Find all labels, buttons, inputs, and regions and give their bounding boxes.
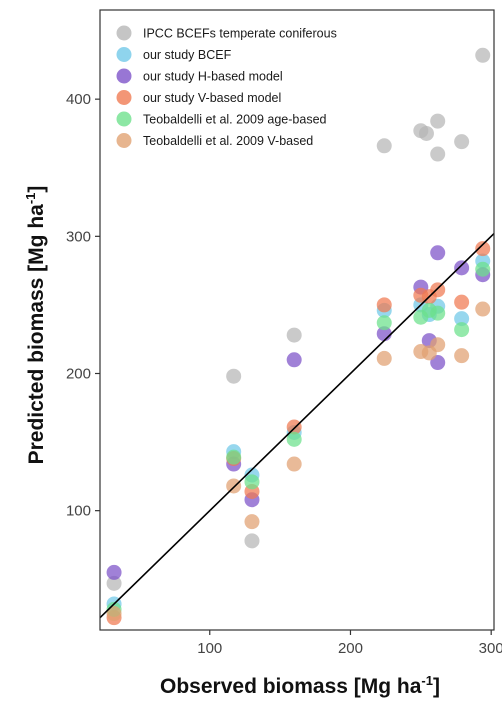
- data-point-series-0: [226, 368, 242, 384]
- x-tick-label: 300: [479, 640, 502, 657]
- data-point-series-5: [454, 348, 470, 364]
- data-point-series-2: [430, 245, 446, 261]
- legend-swatch: [116, 25, 132, 41]
- y-axis-title: Predicted biomass [Mg ha-1]: [23, 186, 48, 465]
- data-points: [106, 47, 491, 626]
- y-axis-unit-superscript: -1: [23, 193, 38, 205]
- data-point-series-4: [475, 261, 491, 277]
- data-point-series-4: [454, 322, 470, 338]
- data-point-series-5: [244, 514, 260, 530]
- data-point-series-3: [475, 241, 491, 257]
- x-tick-label: 100: [197, 640, 222, 657]
- y-tick-label: 300: [66, 228, 91, 245]
- legend-label: Teobaldelli et al. 2009 age-based: [143, 113, 327, 127]
- data-point-series-3: [376, 297, 392, 313]
- y-tick-label: 200: [66, 365, 91, 382]
- data-point-series-0: [106, 575, 122, 591]
- legend-swatch: [116, 47, 132, 62]
- legend-label: our study H-based model: [143, 70, 283, 84]
- data-point-series-4: [376, 315, 392, 331]
- y-axis-unit-close: ]: [25, 186, 48, 193]
- data-point-series-4: [226, 449, 242, 465]
- x-tick-label: 200: [338, 640, 363, 657]
- data-point-series-1: [454, 311, 470, 327]
- one-to-one-line: [99, 233, 495, 619]
- legend-label: IPCC BCEFs temperate coniferous: [143, 27, 337, 41]
- data-point-series-4: [430, 305, 446, 321]
- data-point-series-5: [106, 606, 122, 622]
- data-point-series-5: [376, 350, 392, 366]
- data-point-series-0: [244, 533, 260, 549]
- legend-swatch: [116, 133, 132, 148]
- data-point-series-0: [475, 47, 491, 63]
- data-point-series-0: [430, 146, 446, 162]
- x-axis-title: Observed biomass [Mg ha-1]: [160, 673, 440, 698]
- data-point-series-3: [286, 419, 302, 435]
- data-point-series-2: [286, 352, 302, 368]
- y-tick-label: 400: [66, 91, 91, 108]
- data-point-series-0: [376, 138, 392, 154]
- legend-label: our study V-based model: [143, 91, 281, 105]
- x-axis-unit-close: ]: [433, 675, 440, 698]
- data-point-series-4: [244, 474, 260, 490]
- data-point-series-4: [286, 431, 302, 447]
- data-point-series-2: [430, 355, 446, 371]
- data-point-series-5: [475, 301, 491, 317]
- data-point-series-2: [106, 564, 122, 580]
- data-point-series-0: [286, 327, 302, 343]
- legend-label: Teobaldelli et al. 2009 V-based: [143, 134, 313, 148]
- y-tick-label: 100: [66, 503, 91, 520]
- plot-border: [99, 9, 495, 631]
- data-point-series-0: [418, 125, 434, 141]
- data-point-series-5: [226, 478, 242, 494]
- data-point-series-3: [454, 294, 470, 310]
- data-point-series-3: [430, 282, 446, 298]
- legend-swatch: [116, 111, 132, 127]
- data-point-series-2: [454, 260, 470, 276]
- legend-swatch: [116, 90, 132, 105]
- legend-label: our study BCEF: [143, 48, 232, 62]
- axis-ticks: 100 200 300 100 200 300 400: [66, 91, 502, 657]
- legend: IPCC BCEFs temperate coniferous our study…: [116, 25, 337, 148]
- data-point-series-5: [430, 337, 446, 353]
- data-point-series-5: [286, 456, 302, 472]
- x-axis-unit-superscript: -1: [421, 673, 433, 688]
- data-point-series-0: [430, 113, 446, 129]
- legend-swatch: [116, 68, 132, 84]
- data-point-series-0: [454, 134, 470, 150]
